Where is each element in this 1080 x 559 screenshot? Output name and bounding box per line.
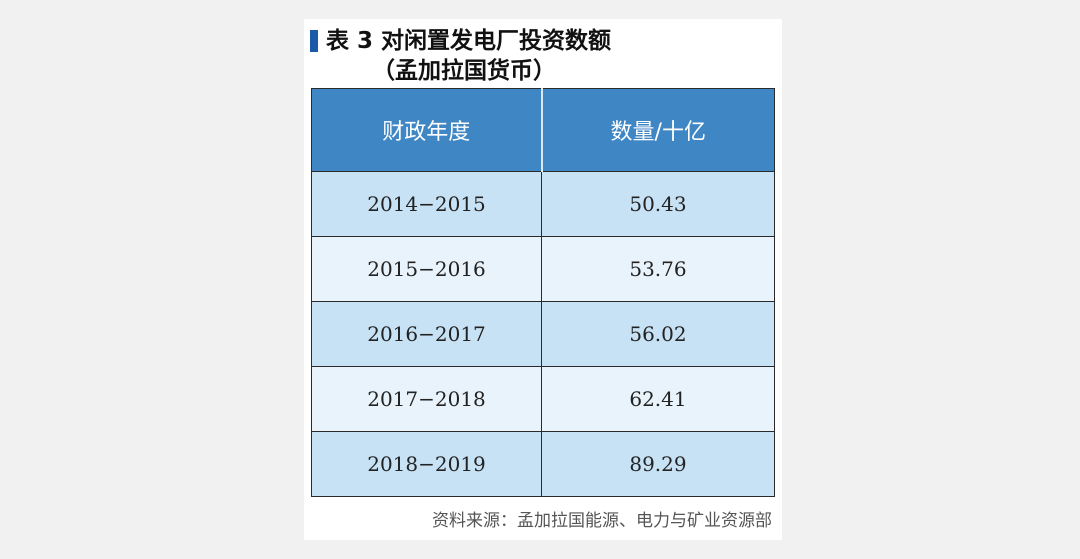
cell-amount: 50.43 [541,171,775,237]
table-row: 2017−2018 62.41 [311,366,775,432]
cell-fiscal-year: 2016−2017 [311,301,542,367]
table-row: 2018−2019 89.29 [311,431,775,497]
cell-fiscal-year: 2018−2019 [311,431,542,497]
header-row: 财政年度 数量/十亿 [311,88,775,172]
header-amount: 数量/十亿 [540,88,775,172]
cell-amount: 53.76 [541,236,775,302]
cell-fiscal-year: 2014−2015 [311,171,542,237]
cell-fiscal-year: 2015−2016 [311,236,542,302]
table-row: 2014−2015 50.43 [311,171,775,237]
cell-amount: 56.02 [541,301,775,367]
header-fiscal-year: 财政年度 [311,88,542,172]
cell-fiscal-year: 2017−2018 [311,366,542,432]
table-row: 2016−2017 56.02 [311,301,775,367]
table-subtitle: （孟加拉国货币） [372,58,556,84]
source-note: 资料来源：孟加拉国能源、电力与矿业资源部 [432,511,772,531]
table-row: 2015−2016 53.76 [311,236,775,302]
investment-table: 财政年度 数量/十亿 2014−2015 50.43 2015−2016 53.… [311,88,775,497]
cell-amount: 62.41 [541,366,775,432]
title-marker [310,30,318,52]
table-title: 表 3 对闲置发电厂投资数额 [326,28,612,54]
cell-amount: 89.29 [541,431,775,497]
